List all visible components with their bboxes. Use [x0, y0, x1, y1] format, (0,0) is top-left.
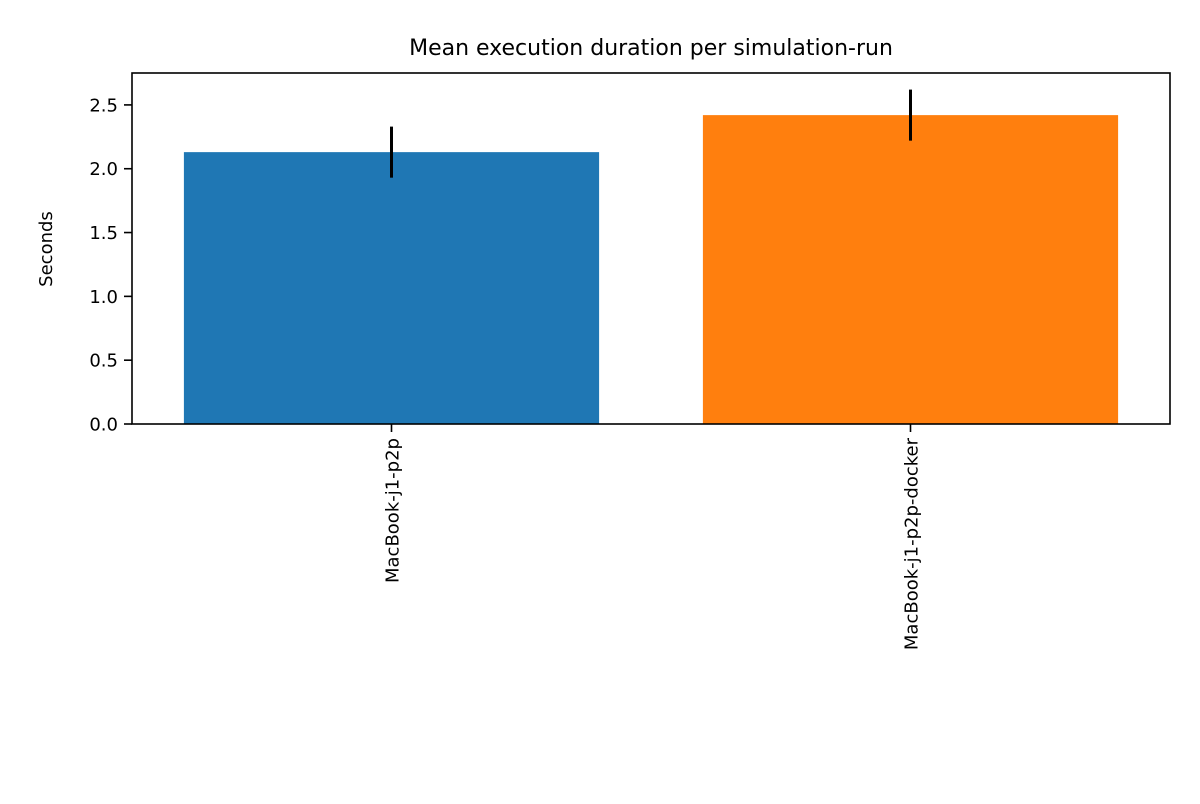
y-axis: 0.0 0.5 1.0 1.5 2.0 2.5: [89, 95, 132, 436]
chart-title: Mean execution duration per simulation-r…: [409, 36, 893, 61]
bars-layer: [183, 115, 1119, 425]
y-tick-label: 0.5: [89, 351, 118, 372]
y-tick-label: 2.0: [89, 159, 118, 180]
error-bars-layer: [390, 89, 912, 178]
x-tick-label: MacBook-j1-p2p-docker: [902, 437, 923, 650]
y-tick-label: 1.5: [89, 223, 118, 244]
plot-area-frame: [131, 72, 1171, 425]
bar-MacBook-j1-p2p: [183, 152, 600, 424]
y-tick-label: 2.5: [89, 95, 118, 116]
x-tick-label: MacBook-j1-p2p: [383, 438, 404, 583]
x-axis: MacBook-j1-p2p MacBook-j1-p2p-docker: [383, 424, 923, 650]
bar-MacBook-j1-p2p-docker: [702, 115, 1119, 425]
y-tick-label: 0.0: [89, 415, 118, 436]
y-tick-label: 1.0: [89, 287, 118, 308]
y-axis-label: Seconds: [36, 211, 57, 287]
